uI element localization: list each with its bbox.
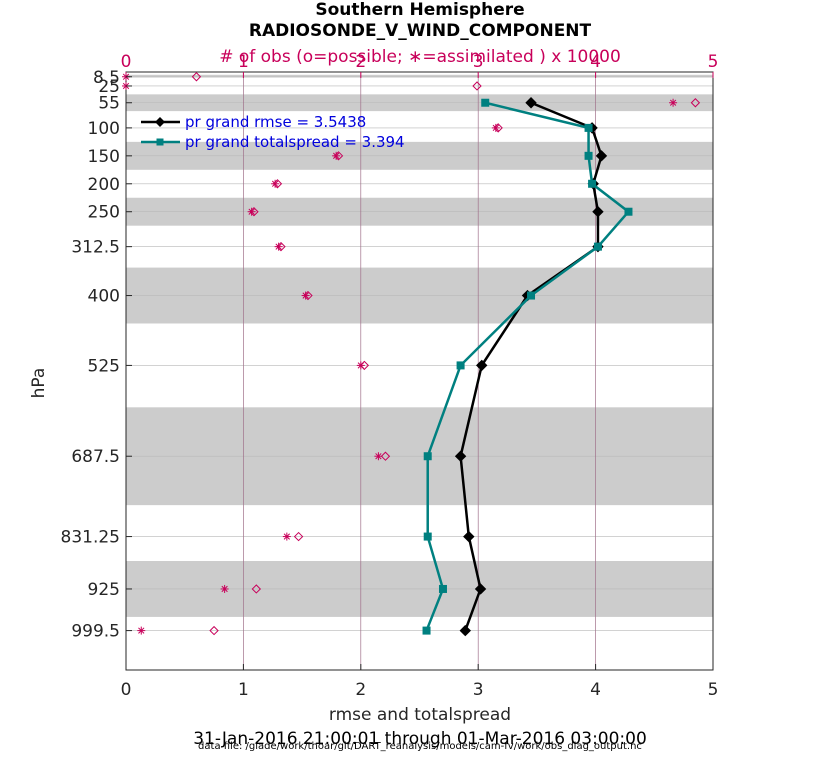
series-point-1 bbox=[481, 98, 490, 107]
x-tick-label: 5 bbox=[708, 680, 719, 700]
top-tick-label: 1 bbox=[238, 52, 249, 72]
obs-possible-marker bbox=[472, 81, 482, 91]
obs-assimilated-marker bbox=[491, 123, 500, 132]
asterisk-stroke bbox=[271, 180, 279, 187]
obs-possible-marker bbox=[690, 98, 701, 108]
asterisk-stroke bbox=[138, 627, 145, 634]
legend-marker-0 bbox=[155, 117, 165, 127]
x-axis-label: rmse and totalspread bbox=[329, 705, 511, 725]
obs-possible-marker bbox=[251, 584, 262, 594]
date-range: 31-Jan-2016 21:00:01 through 01-Mar-2016… bbox=[193, 729, 647, 749]
obs-assimilated-marker bbox=[356, 361, 365, 370]
top-tick-label: 5 bbox=[708, 52, 719, 72]
asterisk-stroke bbox=[283, 533, 290, 540]
asterisk-stroke bbox=[275, 243, 282, 250]
y-tick-label: 400 bbox=[88, 287, 120, 307]
y-tick-label: 25 bbox=[98, 77, 120, 97]
asterisk-stroke bbox=[669, 99, 677, 106]
plot-frame bbox=[125, 71, 714, 671]
asterisk-stroke bbox=[357, 362, 364, 369]
obs-assimilated-marker bbox=[301, 291, 310, 300]
top-tick-label: 4 bbox=[590, 52, 601, 72]
obs-possible-marker bbox=[191, 72, 202, 82]
series-point-1 bbox=[422, 626, 431, 635]
series-point-1 bbox=[593, 242, 602, 251]
x-tick-label: 1 bbox=[238, 680, 249, 700]
asterisk-stroke bbox=[375, 453, 382, 460]
data-file-path: data file: /glade/work/thoar/git/DART_re… bbox=[198, 741, 642, 752]
obs-assimilated-marker bbox=[669, 98, 678, 107]
y-tick-label: 100 bbox=[88, 119, 120, 139]
series-point-0 bbox=[463, 530, 475, 543]
legend: pr grand rmse = 3.5438 pr grand totalspre… bbox=[141, 113, 405, 151]
x-tick-label: 2 bbox=[355, 680, 366, 700]
asterisk-stroke bbox=[332, 152, 340, 159]
y-axis-label: hPa bbox=[29, 368, 49, 399]
chart-subtitle: RADIOSONDE_V_WIND_COMPONENT bbox=[249, 21, 592, 41]
series-point-1 bbox=[624, 207, 633, 216]
top-tick-label: 0 bbox=[121, 52, 132, 72]
legend-label-0: pr grand rmse = 3.5438 bbox=[185, 113, 366, 131]
obs-assimilated-marker bbox=[220, 584, 229, 593]
asterisk-stroke bbox=[221, 585, 228, 593]
shaded-band-0 bbox=[126, 74, 713, 78]
legend-marker-1 bbox=[156, 138, 164, 146]
plot-border bbox=[125, 71, 714, 671]
grid bbox=[126, 72, 713, 670]
legend-label-1: pr grand totalspread = 3.394 bbox=[185, 133, 405, 151]
obs-markers bbox=[122, 72, 701, 636]
series-point-1 bbox=[584, 151, 593, 160]
obs-assimilated-marker bbox=[137, 626, 146, 635]
y-tick-label: 8.5 bbox=[93, 68, 120, 88]
series-point-1 bbox=[423, 452, 432, 461]
y-tick-label: 831.25 bbox=[61, 528, 120, 548]
series-point-1 bbox=[588, 179, 597, 188]
obs-assimilated-marker bbox=[374, 452, 383, 461]
obs-assimilated-marker bbox=[247, 207, 256, 216]
obs-assimilated-marker bbox=[274, 242, 283, 251]
series-point-0 bbox=[474, 583, 487, 595]
top-tick-label: 3 bbox=[473, 52, 484, 72]
series-lines bbox=[422, 97, 633, 637]
y-tick-label: 150 bbox=[88, 147, 120, 167]
obs-possible-marker bbox=[209, 625, 219, 636]
y-tick-label: 200 bbox=[88, 175, 120, 195]
series-point-0 bbox=[595, 150, 608, 162]
series-point-1 bbox=[438, 584, 447, 593]
series-point-1 bbox=[456, 361, 465, 370]
y-tick-label: 525 bbox=[88, 356, 120, 376]
y-tick-label: 925 bbox=[88, 580, 120, 600]
top-axis-label: # of obs (o=possible; ∗=assimilated ) x … bbox=[219, 47, 621, 67]
series-line-1 bbox=[425, 101, 631, 632]
obs-possible-marker bbox=[380, 451, 391, 461]
y-tick-label: 999.5 bbox=[71, 622, 120, 642]
top-tick-label: 2 bbox=[355, 52, 366, 72]
series-point-0 bbox=[454, 450, 467, 462]
y-tick-label: 687.5 bbox=[71, 447, 120, 467]
obs-assimilated-marker bbox=[271, 179, 280, 188]
chart-title: Southern Hemisphere bbox=[315, 0, 524, 20]
asterisk-stroke bbox=[492, 124, 499, 132]
obs-assimilated-marker bbox=[332, 151, 341, 160]
asterisk-stroke bbox=[302, 292, 309, 299]
series-point-0 bbox=[476, 359, 488, 372]
series-point-1 bbox=[584, 123, 593, 132]
y-tick-label: 55 bbox=[98, 94, 120, 114]
x-tick-label: 4 bbox=[590, 680, 601, 700]
obs-possible-marker bbox=[293, 531, 304, 542]
asterisk-stroke bbox=[248, 208, 255, 215]
y-tick-label: 250 bbox=[88, 203, 120, 223]
x-tick-label: 0 bbox=[121, 680, 132, 700]
obs-assimilated-marker bbox=[282, 532, 291, 541]
x-tick-label: 3 bbox=[473, 680, 484, 700]
series-point-1 bbox=[423, 532, 432, 541]
series-point-1 bbox=[527, 291, 536, 300]
series-point-0 bbox=[592, 206, 604, 218]
y-tick-label: 312.5 bbox=[71, 238, 120, 258]
series-point-0 bbox=[525, 97, 537, 109]
series-point-0 bbox=[459, 624, 471, 637]
